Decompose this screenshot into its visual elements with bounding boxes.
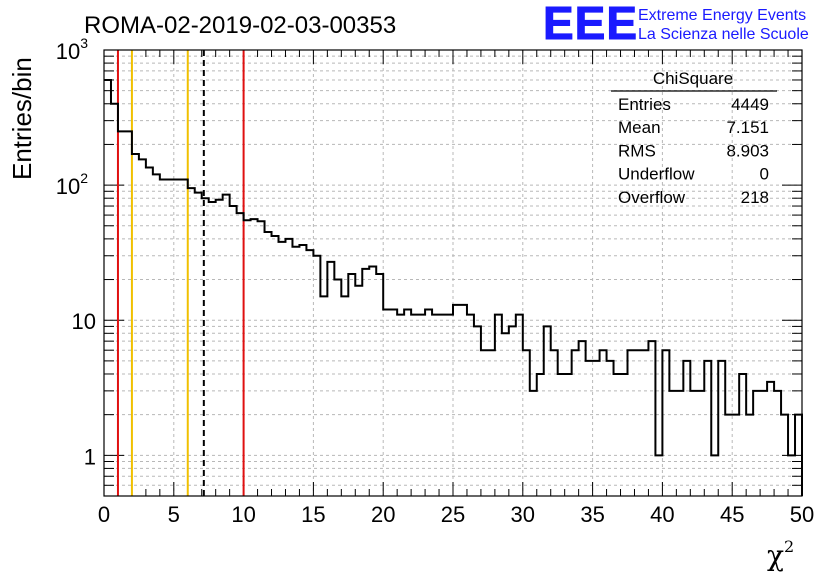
y-axis-label: Entries/bin: [7, 57, 37, 180]
stats-label: Underflow: [618, 165, 695, 184]
stats-value: 7.151: [726, 118, 769, 137]
stats-value: 8.903: [726, 141, 769, 160]
y-tick-label: 10: [72, 309, 96, 334]
stats-value: 4449: [731, 95, 769, 114]
x-tick-label: 40: [650, 502, 674, 527]
stats-label: Mean: [618, 118, 661, 137]
stats-box: ChiSquare Entries 4449 Mean 7.151 RMS 8.903 Un…: [611, 69, 777, 207]
x-tick-label: 35: [580, 502, 604, 527]
x-tick-label: 10: [231, 502, 255, 527]
reference-lines: [116, 50, 245, 496]
stats-value: 0: [760, 165, 769, 184]
stats-box-name: ChiSquare: [653, 69, 733, 88]
grid: [104, 50, 802, 496]
stats-label: Entries: [618, 95, 671, 114]
eee-logo-line1: Extreme Energy Events: [638, 7, 806, 24]
y-tick-label: 102: [56, 170, 88, 199]
x-tick-label: 15: [301, 502, 325, 527]
x-tick-label: 50: [790, 502, 814, 527]
x-axis-label-base: χ: [767, 539, 784, 572]
x-tick-label: 25: [441, 502, 465, 527]
x-axis-label: χ2: [767, 537, 794, 572]
x-tick-label: 5: [168, 502, 180, 527]
stats-label: Overflow: [618, 188, 686, 207]
y-tick-label: 1: [84, 444, 96, 469]
x-tick-label: 30: [511, 502, 535, 527]
x-tick-labels: 0 5 10 15 20 25 30 35 40 45 50: [98, 502, 814, 527]
eee-logo-mark: EEE: [543, 0, 638, 49]
stats-value: 218: [741, 188, 769, 207]
x-tick-label: 0: [98, 502, 110, 527]
axis-ticks: [103, 50, 803, 496]
stats-label: RMS: [618, 141, 656, 160]
chart-title: ROMA-02-2019-02-03-00353: [84, 12, 396, 39]
x-tick-label: 20: [371, 502, 395, 527]
eee-logo-line2: La Scienza nelle Scuole: [638, 26, 809, 43]
x-axis-label-sup: 2: [784, 537, 794, 556]
y-tick-label: 103: [56, 35, 88, 64]
x-tick-label: 45: [720, 502, 744, 527]
plot-frame: [103, 49, 803, 497]
eee-logo: EEE Extreme Energy Events La Scienza nel…: [543, 0, 809, 50]
histogram-bars: [104, 78, 803, 496]
histogram-outline: [104, 78, 803, 496]
y-tick-labels: 1 10 102 103: [56, 35, 96, 469]
